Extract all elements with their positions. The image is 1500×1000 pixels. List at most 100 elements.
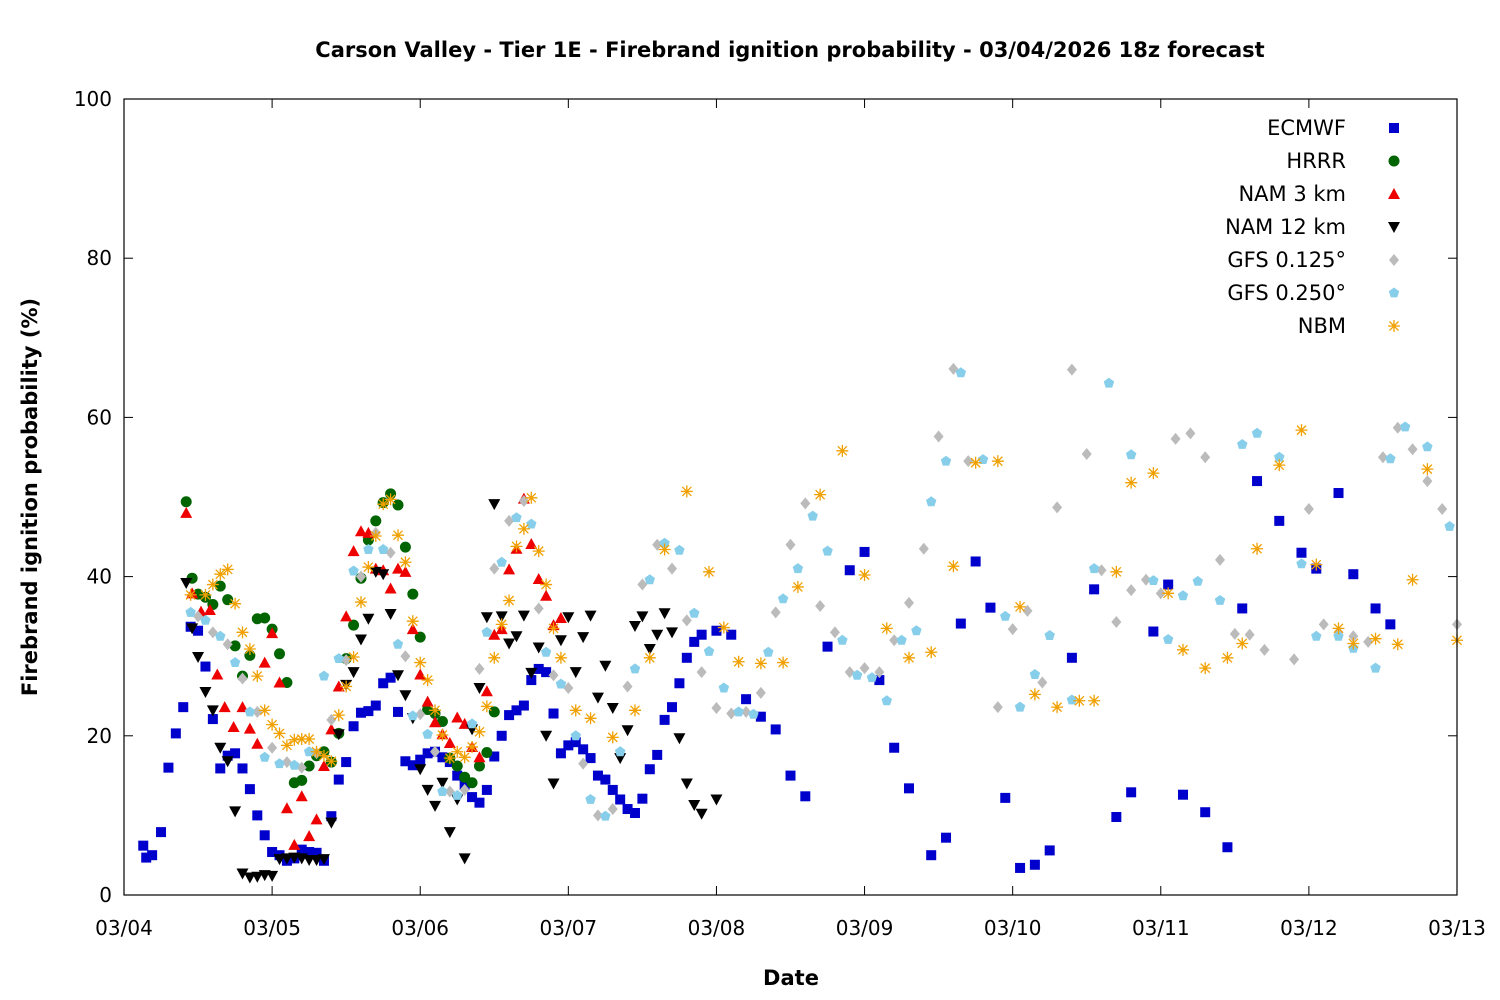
data-point [422, 728, 433, 739]
data-point [451, 711, 464, 723]
data-point [822, 545, 833, 556]
data-point [274, 758, 285, 769]
data-point [480, 685, 493, 697]
y-tick-label: 60 [87, 405, 112, 429]
data-point [674, 678, 685, 689]
data-point [547, 622, 560, 635]
data-point [237, 672, 248, 685]
data-point [415, 754, 426, 765]
data-point [1244, 628, 1255, 641]
data-point [317, 749, 330, 762]
data-point [554, 635, 567, 647]
data-point [659, 537, 670, 548]
data-point [643, 651, 656, 664]
data-point [770, 724, 781, 735]
data-point [800, 791, 811, 802]
data-point [421, 784, 434, 796]
data-point [310, 813, 323, 825]
data-point [600, 810, 611, 821]
data-point [569, 667, 582, 679]
data-point [407, 760, 418, 771]
data-point [1089, 584, 1100, 595]
legend-marker [1388, 188, 1400, 199]
data-point [303, 746, 315, 757]
x-tick-label: 03/06 [391, 916, 449, 940]
data-point [341, 757, 352, 768]
data-point [918, 542, 929, 555]
data-point [517, 610, 530, 622]
legend-marker [1388, 320, 1400, 332]
data-point [399, 541, 411, 553]
data-point [1110, 565, 1123, 578]
data-point [880, 622, 893, 635]
data-point [421, 674, 434, 687]
data-point [569, 704, 582, 717]
data-point [180, 496, 192, 508]
data-point [711, 625, 722, 636]
data-point [681, 614, 692, 627]
data-point [1162, 587, 1175, 600]
legend-marker [1389, 123, 1399, 133]
data-point [829, 626, 840, 639]
data-point [732, 655, 745, 668]
data-point [236, 868, 249, 880]
data-point [384, 609, 397, 621]
data-point [473, 725, 486, 738]
data-point [533, 663, 544, 674]
data-point [325, 817, 338, 829]
x-tick-label: 03/11 [1132, 916, 1190, 940]
data-point [1051, 701, 1064, 714]
data-point [1014, 600, 1027, 613]
data-point [392, 562, 405, 574]
x-tick-label: 03/10 [984, 916, 1042, 940]
data-point [289, 759, 300, 770]
data-point [562, 612, 575, 624]
data-point [1163, 634, 1174, 644]
data-point [429, 704, 442, 717]
data-point [1126, 584, 1137, 597]
data-point [421, 695, 434, 707]
data-point [303, 830, 316, 842]
data-point [517, 522, 530, 535]
data-point [703, 645, 715, 656]
data-point [311, 847, 322, 858]
data-point [392, 638, 404, 649]
data-point [384, 493, 397, 506]
x-tick-label: 03/07 [540, 916, 598, 940]
data-point [874, 675, 885, 686]
data-point [1385, 619, 1396, 630]
data-point [280, 853, 293, 865]
data-point [489, 562, 500, 575]
data-point [156, 827, 167, 838]
data-point [288, 733, 301, 746]
data-point [414, 656, 427, 669]
data-point [192, 651, 205, 663]
data-point [326, 811, 337, 822]
data-point [243, 872, 256, 884]
data-point [1221, 651, 1234, 664]
data-point [548, 669, 559, 682]
data-point [258, 656, 271, 668]
data-point [333, 653, 344, 663]
data-point [170, 728, 181, 739]
data-point [1037, 676, 1048, 689]
data-point [637, 578, 648, 591]
data-point [755, 711, 766, 722]
data-point [259, 830, 270, 841]
data-point [392, 670, 405, 682]
legend-marker [1388, 155, 1400, 167]
data-point [267, 741, 278, 754]
data-point [317, 854, 330, 866]
data-point [1259, 643, 1270, 656]
data-point [1422, 441, 1433, 452]
data-point [243, 643, 256, 656]
data-point [236, 626, 249, 639]
data-point [607, 803, 618, 816]
data-point [963, 455, 974, 468]
data-point [1347, 637, 1360, 650]
data-point [681, 652, 692, 663]
data-point [755, 686, 766, 699]
data-point [243, 722, 256, 734]
data-point [407, 588, 419, 600]
